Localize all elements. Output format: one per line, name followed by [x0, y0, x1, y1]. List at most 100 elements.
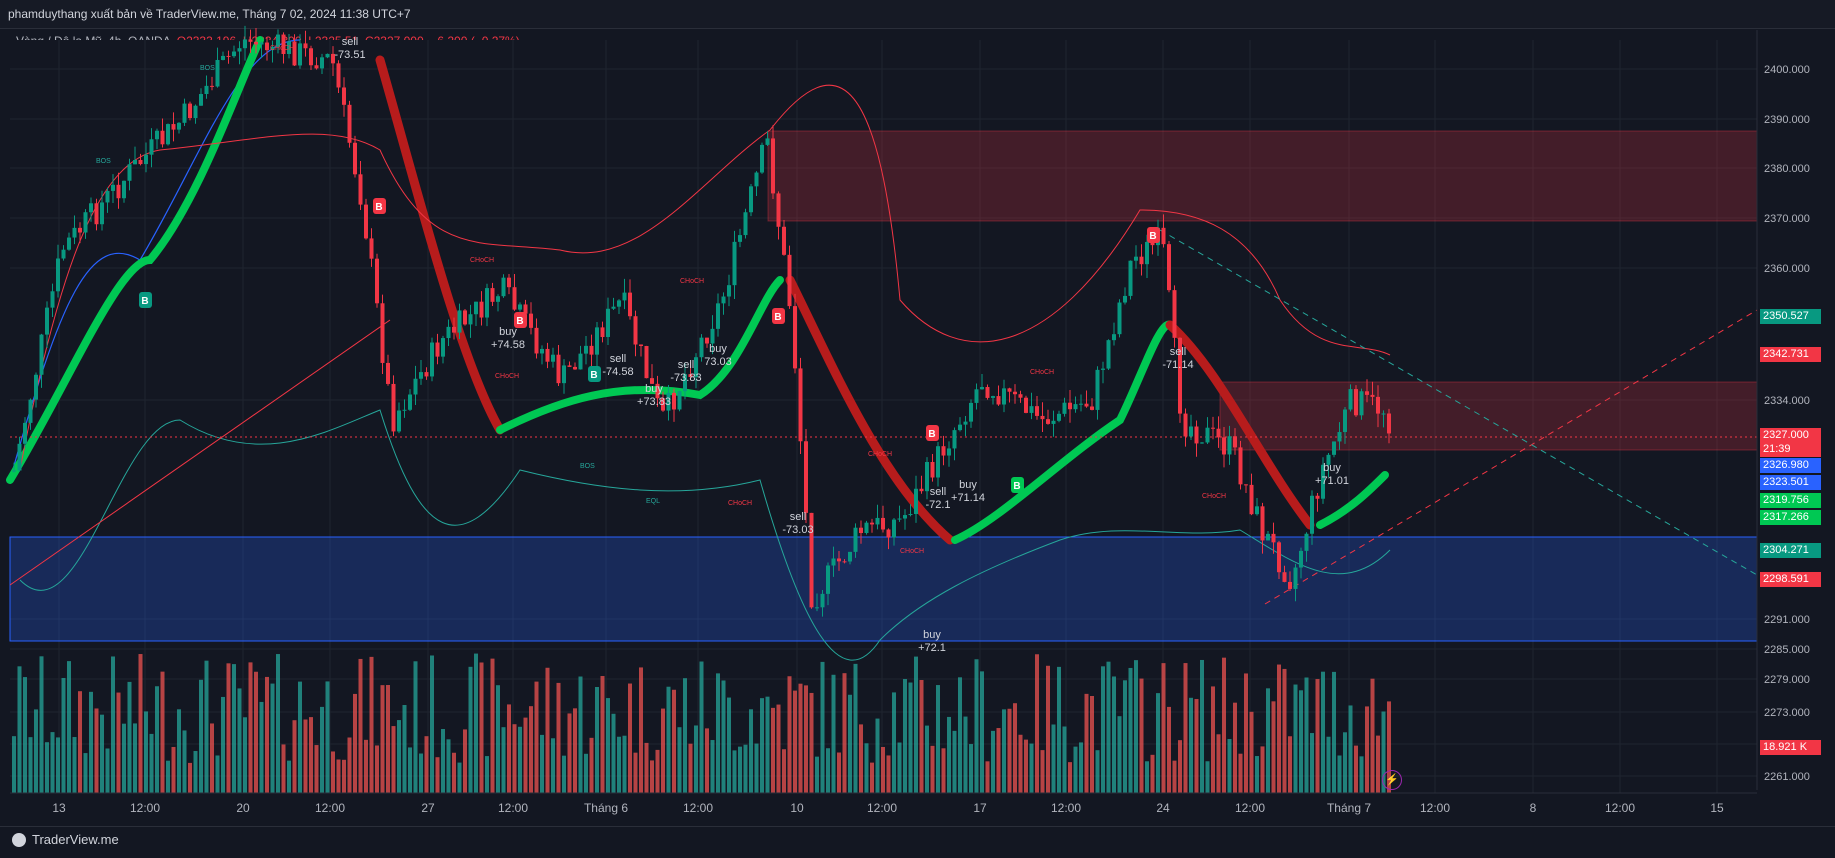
candle-body [1249, 484, 1254, 515]
candle-body [100, 202, 104, 225]
volume-bar [364, 739, 368, 793]
candle-body [105, 190, 110, 203]
candle-body [237, 48, 242, 52]
volume-bar [529, 706, 533, 793]
volume-bar [683, 678, 687, 793]
price-tag: 2326.980 [1760, 458, 1821, 473]
candle-body [457, 310, 462, 333]
volume-bar [111, 656, 115, 793]
volume-bar [672, 689, 676, 793]
price-tick-label: 2334.000 [1764, 395, 1810, 407]
candle-body [12, 470, 16, 472]
volume-bar [166, 760, 170, 793]
candle-body [523, 304, 528, 314]
candles-layer [12, 25, 1391, 617]
volume-bar [853, 663, 858, 793]
candle-body [501, 277, 506, 297]
badge-b-letter: B [375, 202, 382, 213]
candle-body [1029, 406, 1034, 413]
brand-label: TraderView.me [32, 832, 119, 847]
price-tick-label: 2291.000 [1764, 614, 1810, 626]
structure-label: CHoCH [270, 45, 294, 52]
candle-body [545, 348, 550, 362]
volume-bar [298, 681, 302, 793]
candle-body [298, 43, 302, 66]
price-tag: 2327.000 [1760, 428, 1821, 443]
candle-body [397, 410, 401, 432]
price-tick-label: 2273.000 [1764, 707, 1810, 719]
badge-b-letter: B [774, 312, 781, 323]
price-tag: 2304.271 [1760, 543, 1821, 558]
volume-bar [947, 716, 951, 793]
volume-bar [727, 697, 731, 793]
candle-body [188, 103, 192, 119]
candle-body [259, 42, 264, 45]
candle-body [925, 461, 929, 492]
volume-bar [39, 656, 44, 793]
candle-body [804, 441, 808, 513]
volume-bar [1145, 761, 1149, 793]
volume-bar [1139, 678, 1144, 793]
candle-body [1007, 388, 1012, 392]
volume-bar [353, 693, 357, 793]
volume-bar [320, 706, 324, 793]
candle-body [386, 362, 390, 384]
volume-bar [859, 724, 863, 793]
lightning-icon[interactable]: ⚡ [1382, 770, 1402, 790]
candle-body [1002, 388, 1006, 405]
candle-body [133, 160, 137, 165]
candle-body [963, 421, 968, 425]
volume-bar [782, 749, 786, 793]
candle-body [952, 430, 957, 449]
candle-body [969, 402, 973, 422]
volume-bar [606, 698, 610, 793]
volume-bar [826, 748, 830, 793]
volume-bar [738, 746, 742, 793]
volume-bar [287, 760, 291, 793]
candle-body [276, 34, 280, 47]
candle-body [94, 203, 99, 225]
volume-bar [842, 673, 847, 793]
price-tick-label: 2400.000 [1764, 64, 1810, 76]
volume-bar [457, 762, 462, 793]
volume-bar [1018, 734, 1023, 793]
volume-bar [892, 692, 896, 793]
candle-body [1035, 406, 1039, 416]
signal-value-label: -73.03 [782, 524, 813, 536]
brand[interactable]: TraderView.me [12, 832, 119, 847]
candle-body [556, 354, 561, 384]
volume-bar [1222, 657, 1226, 793]
time-tick-label: 12:00 [130, 801, 160, 815]
candle-body [1387, 413, 1391, 434]
volume-bar [358, 658, 363, 793]
candle-body [485, 288, 489, 318]
volume-bar [958, 677, 962, 793]
candle-body [215, 59, 220, 87]
signal-sell-label: sell [1170, 346, 1187, 358]
signal-sell-label: sell [790, 511, 807, 523]
candle-body [1282, 572, 1287, 582]
volume-bar [589, 737, 594, 793]
candle-body [127, 164, 132, 181]
volume-bar [1040, 750, 1045, 793]
volume-bar [776, 704, 781, 793]
candle-body [930, 461, 935, 478]
candle-body [342, 87, 346, 105]
volume-bar [633, 752, 638, 793]
candle-body [842, 561, 847, 563]
volume-bar [254, 671, 258, 793]
price-tag: 2319.756 [1760, 493, 1821, 508]
badge-b [373, 198, 386, 214]
price-chart[interactable]: sell-73.51buy+74.58sell-74.58buy+73.83se… [0, 0, 1835, 826]
volume-bar [567, 713, 572, 793]
candle-body [303, 43, 308, 49]
candle-body [221, 55, 225, 60]
candle-body [974, 389, 979, 403]
candle-body [661, 398, 665, 411]
volume-bar [1024, 739, 1028, 793]
candle-body [1095, 369, 1100, 410]
time-tick-label: 8 [1530, 801, 1537, 815]
candle-body [155, 130, 159, 140]
trendline [9, 319, 391, 586]
volume-bar [963, 716, 968, 793]
